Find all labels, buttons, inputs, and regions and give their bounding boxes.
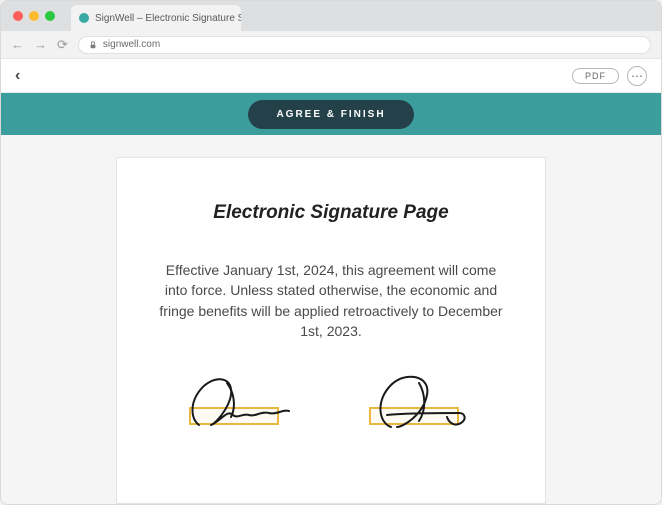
tab-bar: SignWell – Electronic Signature Sof [1,1,661,31]
document-body: Effective January 1st, 2024, this agreem… [157,260,505,341]
signature-field-1[interactable] [181,369,301,439]
agree-finish-button[interactable]: AGREE & FINISH [248,100,413,129]
window-controls [13,11,55,21]
lock-icon [89,41,97,49]
nav-forward-icon[interactable]: → [34,38,47,51]
app-toolbar: ‹ PDF ⋯ [1,59,661,93]
signature-field-2[interactable] [361,369,481,439]
signature-scribble-icon [181,369,301,439]
browser-window: SignWell – Electronic Signature Sof ← → … [0,0,662,505]
nav-back-icon[interactable]: ← [11,38,24,51]
url-text: signwell.com [103,39,160,50]
favicon-icon [79,13,89,23]
minimize-window-icon[interactable] [29,11,39,21]
document-area: Electronic Signature Page Effective Janu… [1,135,661,504]
toolbar-right: PDF ⋯ [572,66,647,86]
tab-title: SignWell – Electronic Signature Sof [95,13,241,24]
ellipsis-icon: ⋯ [631,70,643,82]
close-window-icon[interactable] [13,11,23,21]
signature-row [157,369,505,439]
back-button[interactable]: ‹ [15,67,20,85]
more-menu-button[interactable]: ⋯ [627,66,647,86]
address-bar: ← → ⟳ signwell.com [1,31,661,59]
pdf-button[interactable]: PDF [572,68,619,84]
maximize-window-icon[interactable] [45,11,55,21]
url-input[interactable]: signwell.com [78,36,651,54]
action-band: AGREE & FINISH [1,93,661,135]
pdf-button-label: PDF [585,71,606,81]
document-title: Electronic Signature Page [157,202,505,224]
signature-scribble-icon [361,369,481,439]
nav-reload-icon[interactable]: ⟳ [57,38,68,51]
browser-tab[interactable]: SignWell – Electronic Signature Sof [71,5,241,31]
agree-finish-label: AGREE & FINISH [276,109,385,120]
document-page: Electronic Signature Page Effective Janu… [116,157,546,504]
